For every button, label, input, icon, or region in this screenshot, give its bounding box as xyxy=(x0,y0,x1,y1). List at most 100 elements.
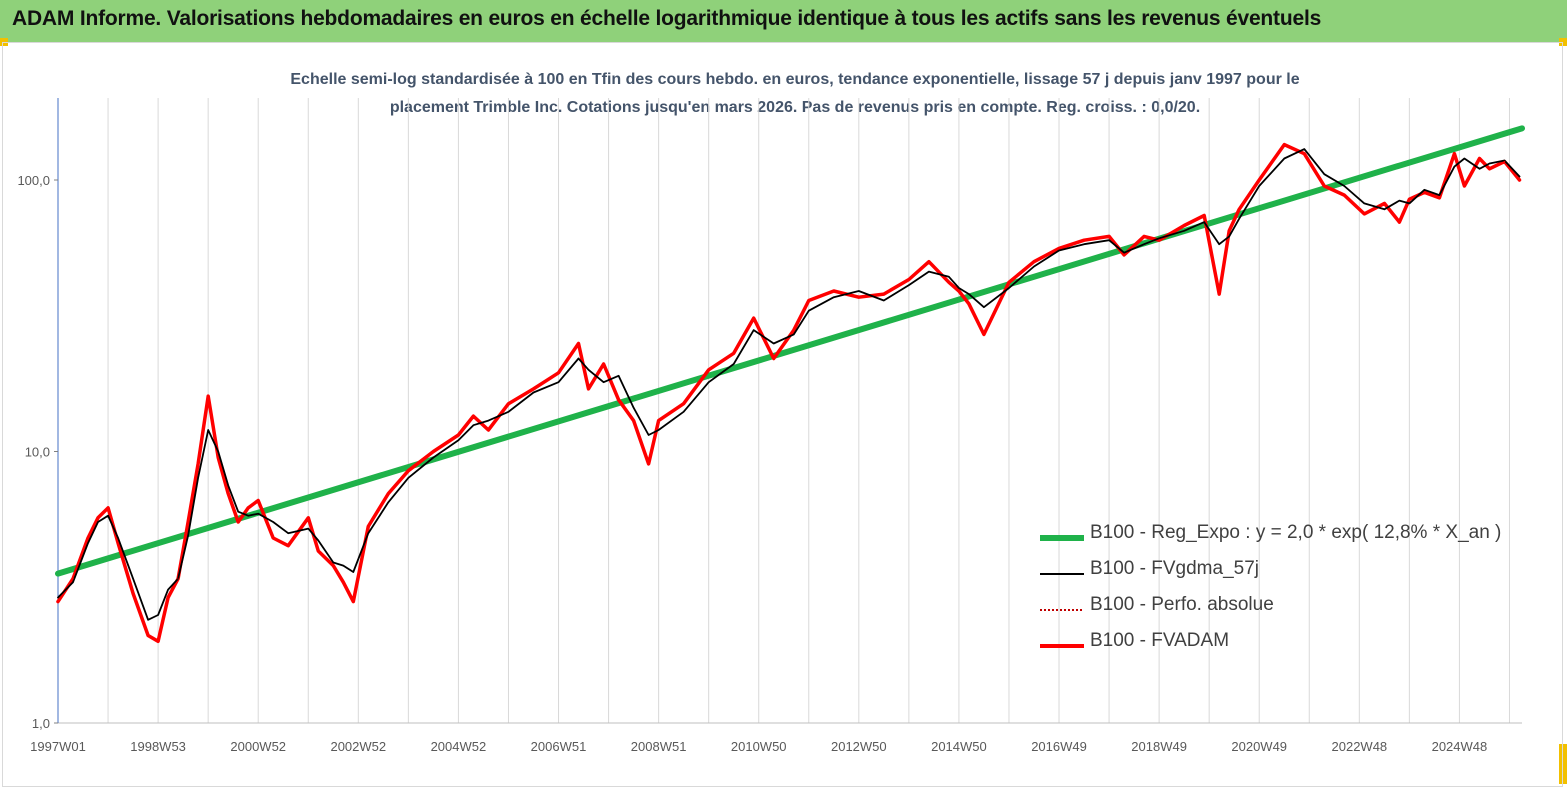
data-point-fvadam xyxy=(1108,235,1110,238)
x-tick-label: 2016W49 xyxy=(1031,739,1087,754)
data-point-fvadam xyxy=(387,492,390,495)
data-point-fvadam xyxy=(342,581,345,584)
data-point-fvgdma xyxy=(808,310,810,312)
data-point-fvadam xyxy=(1363,213,1366,215)
data-point-fvgdma xyxy=(1363,202,1365,204)
data-point-fvadam xyxy=(682,402,685,405)
data-point-fvadam xyxy=(132,592,134,595)
data-point-fvadam xyxy=(107,507,109,509)
data-point-fvadam xyxy=(1453,152,1456,155)
x-tick-label: 2018W49 xyxy=(1131,739,1187,754)
data-point-fvgdma xyxy=(457,439,460,441)
data-point-fvadam xyxy=(1408,198,1411,200)
data-point-fvadam xyxy=(487,429,490,431)
data-point-fvgdma xyxy=(1183,230,1185,232)
data-point-fvadam xyxy=(1383,202,1386,205)
legend-swatch-reg-expo xyxy=(1040,535,1084,541)
data-point-fvgdma xyxy=(557,381,560,383)
data-point-fvadam xyxy=(507,402,510,405)
data-point-fvadam xyxy=(557,371,560,374)
banner-title: ADAM Informe. Valorisations hebdomadaire… xyxy=(12,7,1322,30)
data-point-fvgdma xyxy=(833,296,835,298)
x-tick-label: 2004W52 xyxy=(431,739,487,754)
data-point-fvgdma xyxy=(1323,173,1325,175)
data-point-fvgdma xyxy=(167,588,169,591)
data-point-fvadam xyxy=(752,317,755,319)
data-point-fvadam xyxy=(1303,152,1306,155)
data-point-fvgdma xyxy=(1033,265,1035,268)
data-point-fvadam xyxy=(792,329,795,331)
data-point-fvgdma xyxy=(1518,175,1521,178)
data-point-fvadam xyxy=(317,550,320,552)
data-point-fvgdma xyxy=(352,571,354,573)
data-point-fvadam xyxy=(1143,235,1145,238)
data-point-fvadam xyxy=(1218,293,1220,295)
data-point-fvadam xyxy=(457,434,460,436)
data-point-fvadam xyxy=(352,600,355,603)
data-point-fvadam xyxy=(272,537,275,539)
x-tick-label: 2022W48 xyxy=(1332,739,1388,754)
data-point-fvgdma xyxy=(1108,239,1110,241)
data-point-fvadam xyxy=(227,492,229,495)
data-point-fvadam xyxy=(187,521,189,523)
legend-label-fvgdma: B100 - FVgdma_57j xyxy=(1090,558,1259,579)
data-point-fvadam xyxy=(1438,196,1441,199)
y-tick-label: 100,0 xyxy=(17,173,50,188)
data-point-fvgdma xyxy=(1438,194,1441,196)
data-point-fvgdma xyxy=(1123,252,1125,254)
data-point-fvadam xyxy=(1123,254,1125,256)
data-point-fvgdma xyxy=(487,419,490,422)
data-point-fvadam xyxy=(832,290,835,292)
data-point-fvadam xyxy=(207,395,209,397)
data-point-fvgdma xyxy=(1408,202,1410,204)
data-point-fvadam xyxy=(732,352,735,355)
data-point-fvadam xyxy=(1463,185,1466,187)
data-point-fvgdma xyxy=(342,564,344,567)
data-point-fvadam xyxy=(287,544,290,547)
data-point-fvadam xyxy=(1323,185,1326,187)
data-point-fvadam xyxy=(1008,281,1010,284)
data-point-fvadam xyxy=(577,342,580,345)
data-point-fvgdma xyxy=(648,434,650,436)
legend-label-perfo-absolue: B100 - Perfo. absolue xyxy=(1090,594,1274,615)
data-point-fvadam xyxy=(1238,208,1241,211)
data-point-fvadam xyxy=(197,463,199,465)
data-point-fvgdma xyxy=(472,424,475,426)
data-point-fvadam xyxy=(657,419,660,422)
corner-marker-top-right xyxy=(1559,38,1567,46)
data-point-fvgdma xyxy=(87,542,89,544)
data-point-fvadam xyxy=(307,516,310,519)
data-point-fvadam xyxy=(147,634,149,637)
data-point-fvgdma xyxy=(237,511,239,513)
data-point-fvadam xyxy=(858,296,860,299)
x-tick-label: 2002W52 xyxy=(330,739,386,754)
chart-title-line-1: Echelle semi-log standardisée à 100 en T… xyxy=(290,71,1300,88)
data-point-fvgdma xyxy=(1158,237,1160,239)
data-point-fvadam xyxy=(883,293,885,295)
data-point-fvadam xyxy=(908,278,910,281)
title-banner: ADAM Informe. Valorisations hebdomadaire… xyxy=(0,0,1567,43)
data-point-fvgdma xyxy=(1203,221,1205,223)
data-point-fvadam xyxy=(602,363,605,365)
data-point-fvadam xyxy=(332,564,335,567)
data-point-fvgdma xyxy=(883,299,885,302)
data-point-fvgdma xyxy=(1238,218,1240,220)
legend-swatch-fvgdma xyxy=(1040,573,1084,575)
data-point-fvgdma xyxy=(968,293,970,295)
data-point-fvgdma xyxy=(332,561,334,564)
data-point-fvadam xyxy=(87,537,89,539)
data-point-fvadam xyxy=(167,596,169,599)
data-point-fvadam xyxy=(217,456,219,459)
data-point-fvgdma xyxy=(983,306,985,308)
data-point-fvadam xyxy=(807,299,810,302)
data-point-fvadam xyxy=(367,525,370,528)
data-point-fvgdma xyxy=(57,596,59,599)
data-point-fvgdma xyxy=(1283,157,1285,160)
data-point-fvadam xyxy=(1398,221,1401,223)
data-point-fvgdma xyxy=(1343,185,1345,187)
data-point-fvgdma xyxy=(793,333,795,335)
data-point-fvgdma xyxy=(197,477,199,479)
data-point-fvadam xyxy=(958,290,960,292)
data-point-fvadam xyxy=(772,357,775,360)
